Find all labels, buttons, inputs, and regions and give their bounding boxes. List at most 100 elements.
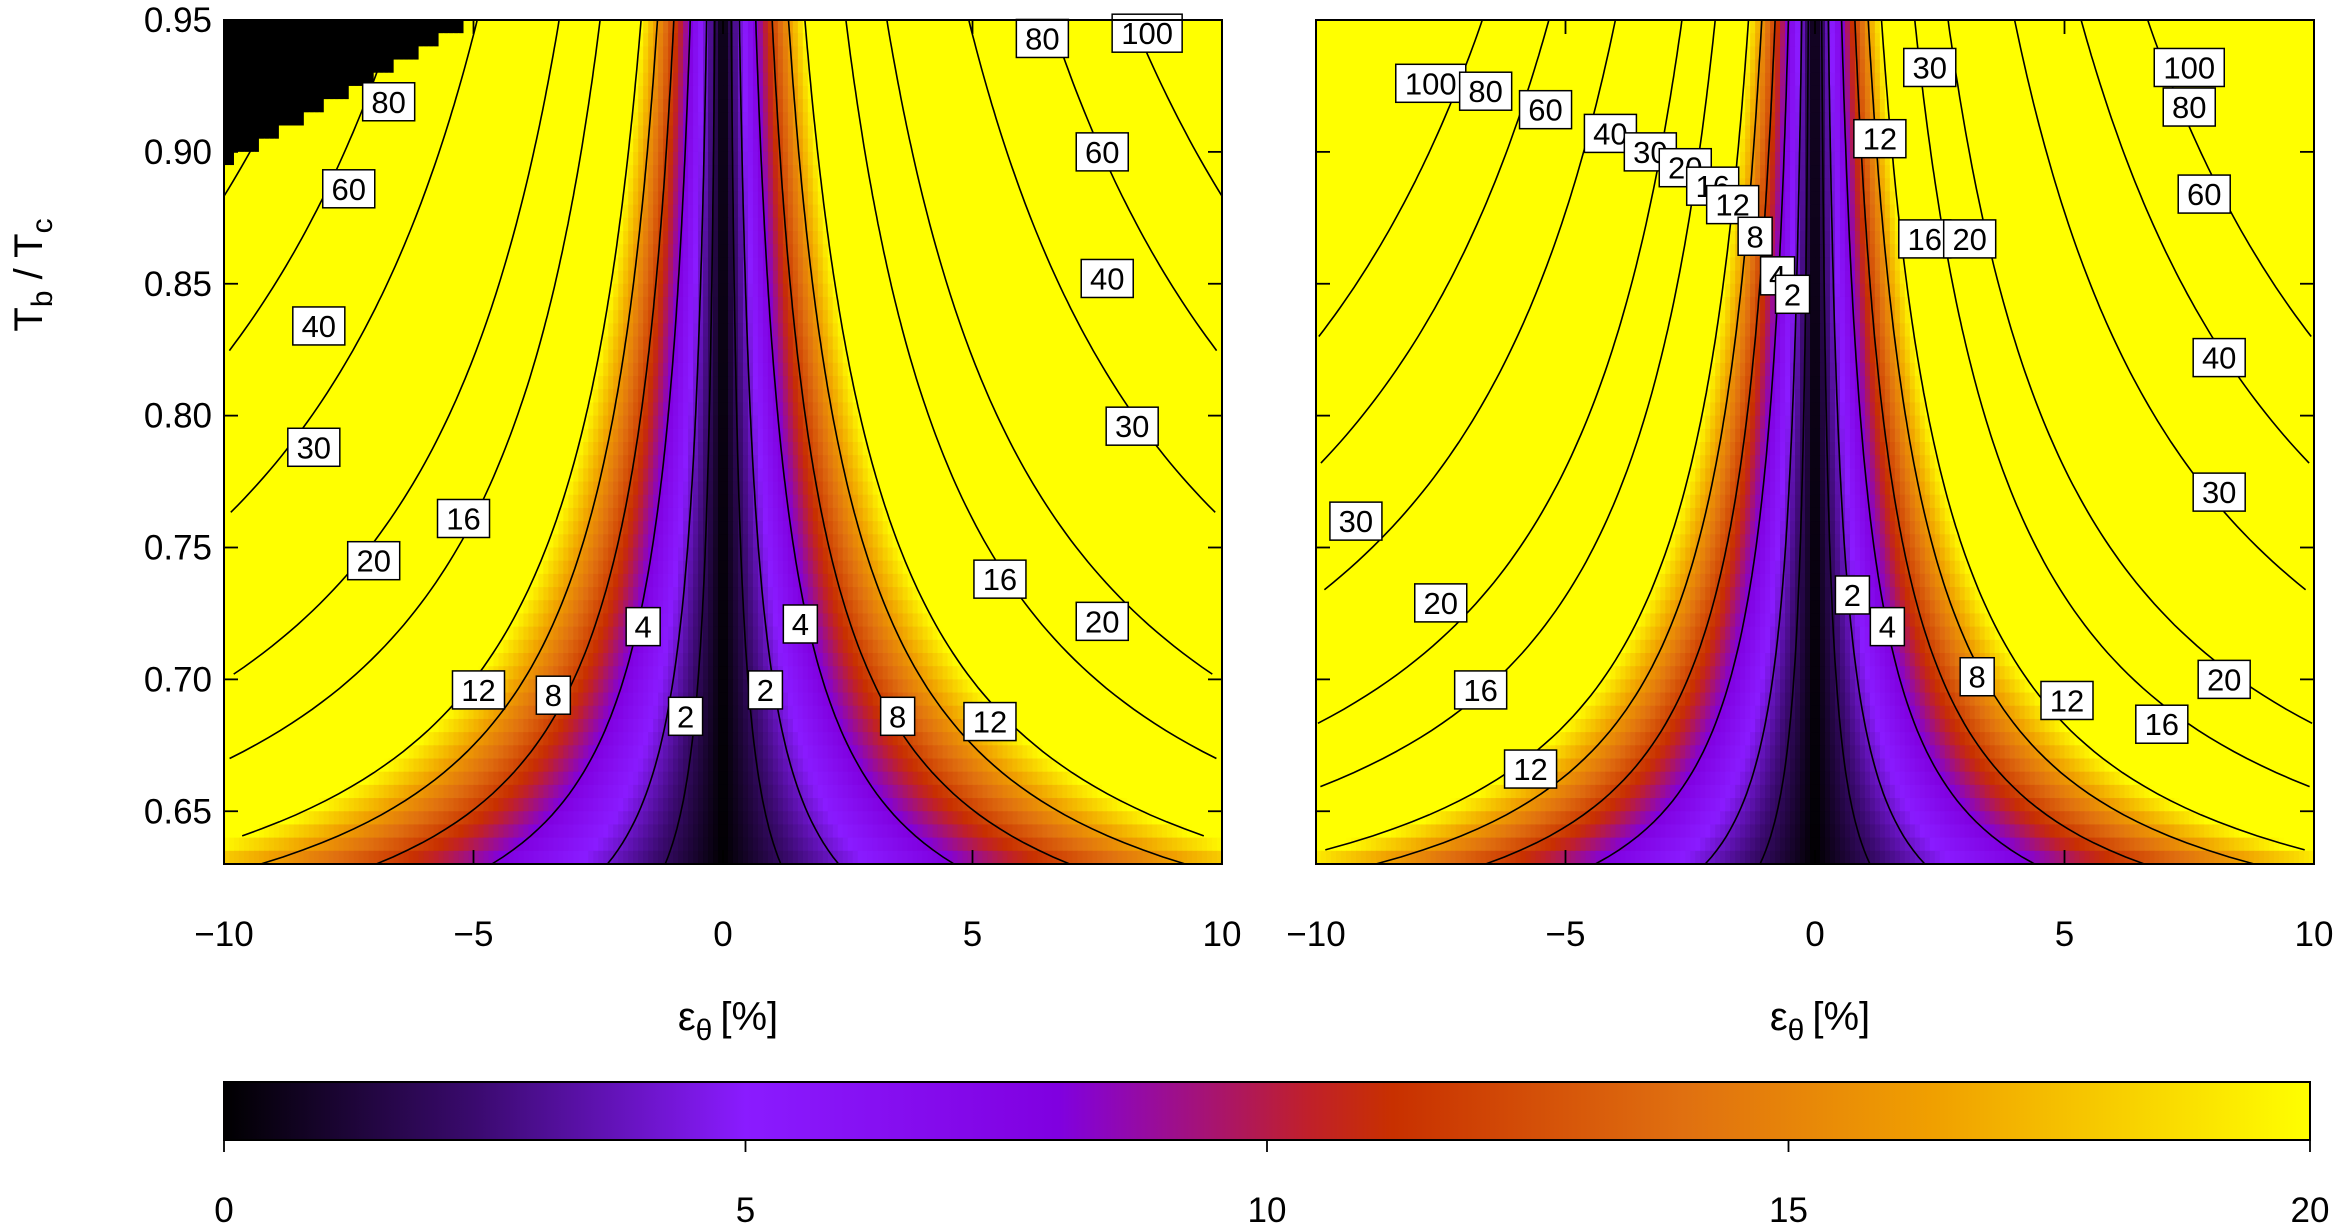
heatmap-cell	[384, 244, 390, 258]
heatmap-cell	[908, 257, 914, 271]
heatmap-cell	[289, 20, 295, 34]
heatmap-cell	[987, 20, 993, 34]
heatmap-cell	[374, 231, 380, 245]
heatmap-cell	[1202, 297, 1208, 311]
heatmap-cell	[329, 126, 335, 140]
heatmap-cell	[493, 33, 499, 47]
heatmap-cell	[523, 73, 529, 87]
heatmap-cell	[269, 323, 275, 337]
heatmap-cell	[389, 60, 395, 74]
heatmap-cell	[1197, 112, 1203, 126]
heatmap-cell	[478, 152, 484, 166]
heatmap-cell	[578, 73, 584, 87]
heatmap-cell	[813, 205, 819, 219]
heatmap-cell	[244, 99, 250, 113]
heatmap-cell	[1002, 231, 1008, 245]
heatmap-cell	[444, 33, 450, 47]
heatmap-cell	[1092, 297, 1098, 311]
heatmap-cell	[304, 126, 310, 140]
heatmap-cell	[324, 218, 330, 232]
heatmap-cell	[568, 178, 574, 192]
heatmap-cell	[538, 152, 544, 166]
heatmap-cell	[474, 33, 480, 47]
heatmap-cell	[429, 46, 435, 60]
heatmap-cell	[658, 99, 664, 113]
heatmap-cell	[648, 60, 654, 74]
heatmap-cell	[878, 139, 884, 153]
heatmap-cell	[718, 112, 724, 126]
heatmap-cell	[583, 165, 589, 179]
heatmap-cell	[1157, 310, 1163, 324]
heatmap-cell	[918, 231, 924, 245]
heatmap-cell	[963, 86, 969, 100]
heatmap-cell	[603, 86, 609, 100]
heatmap-cell	[518, 60, 524, 74]
heatmap-cell	[429, 231, 435, 245]
heatmap-cell	[434, 323, 440, 337]
heatmap-cell	[548, 86, 554, 100]
heatmap-cell	[1202, 33, 1208, 47]
heatmap-cell	[399, 126, 405, 140]
heatmap-cell	[1147, 165, 1153, 179]
heatmap-cell	[324, 231, 330, 245]
heatmap-cell	[329, 152, 335, 166]
heatmap-cell	[249, 205, 255, 219]
heatmap-cell	[359, 20, 365, 34]
heatmap-cell	[598, 126, 604, 140]
heatmap-cell	[324, 271, 330, 285]
heatmap-cell	[588, 152, 594, 166]
heatmap-cell	[508, 73, 514, 87]
heatmap-cell	[833, 73, 839, 87]
heatmap-cell	[384, 191, 390, 205]
heatmap-cell	[389, 178, 395, 192]
heatmap-cell	[823, 337, 829, 351]
heatmap-cell	[434, 178, 440, 192]
heatmap-cell	[753, 178, 759, 192]
heatmap-cell	[613, 86, 619, 100]
heatmap-cell	[778, 218, 784, 232]
heatmap-cell	[1177, 139, 1183, 153]
heatmap-cell	[538, 86, 544, 100]
heatmap-cell	[563, 323, 569, 337]
heatmap-cell	[628, 73, 634, 87]
heatmap-cell	[783, 139, 789, 153]
heatmap-cell	[543, 178, 549, 192]
heatmap-cell	[304, 191, 310, 205]
heatmap-cell	[444, 297, 450, 311]
heatmap-cell	[928, 20, 934, 34]
heatmap-cell	[498, 178, 504, 192]
heatmap-cell	[918, 244, 924, 258]
heatmap-cell	[638, 126, 644, 140]
heatmap-cell	[828, 60, 834, 74]
heatmap-cell	[528, 73, 534, 87]
heatmap-cell	[229, 310, 235, 324]
heatmap-cell	[264, 73, 270, 87]
heatmap-cell	[623, 46, 629, 60]
heatmap-cell	[818, 60, 824, 74]
heatmap-cell	[923, 139, 929, 153]
heatmap-cell	[344, 86, 350, 100]
heatmap-cell	[1117, 205, 1123, 219]
heatmap-cell	[249, 244, 255, 258]
heatmap-cell	[598, 152, 604, 166]
heatmap-cell	[818, 244, 824, 258]
heatmap-cell	[409, 165, 415, 179]
heatmap-cell	[439, 231, 445, 245]
heatmap-cell	[264, 310, 270, 324]
heatmap-cell	[883, 33, 889, 47]
heatmap-cell	[798, 310, 804, 324]
heatmap-cell	[898, 46, 904, 60]
heatmap-cell	[997, 284, 1003, 298]
heatmap-cell	[968, 323, 974, 337]
heatmap-cell	[464, 86, 470, 100]
heatmap-cell	[723, 323, 729, 337]
heatmap-cell	[858, 218, 864, 232]
heatmap-cell	[1157, 205, 1163, 219]
heatmap-cell	[748, 165, 754, 179]
heatmap-cell	[404, 284, 410, 298]
heatmap-cell	[1097, 231, 1103, 245]
heatmap-cell	[698, 60, 704, 74]
heatmap-cell	[987, 244, 993, 258]
heatmap-cell	[948, 60, 954, 74]
heatmap-cell	[1172, 218, 1178, 232]
